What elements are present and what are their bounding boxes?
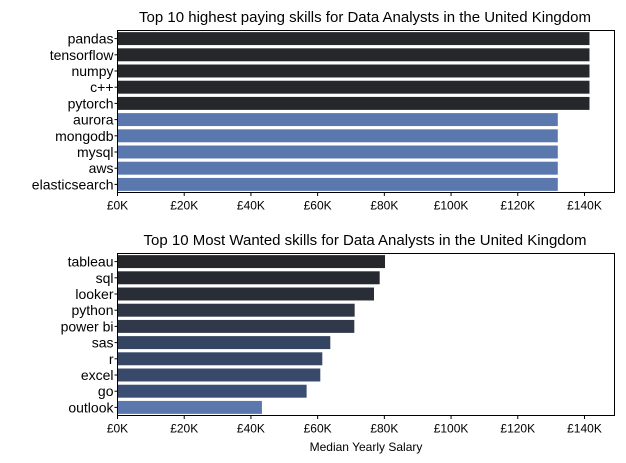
x-tick-label: £20K: [170, 422, 198, 436]
x-tick-label: £40K: [237, 422, 265, 436]
category-label-mongodb: mongodb: [55, 128, 114, 144]
bar-tableau: [117, 255, 386, 269]
x-tick-label: £60K: [304, 199, 332, 213]
category-label-power-bi: power bi: [61, 318, 114, 334]
category-label-c: c++: [90, 79, 113, 95]
category-label-r: r: [109, 351, 114, 367]
category-label-sql: sql: [96, 270, 114, 286]
bar-excel: [117, 368, 321, 382]
x-tick-label: £100K: [434, 199, 469, 213]
category-label-excel: excel: [81, 367, 114, 383]
x-tick-label: £20K: [170, 199, 198, 213]
bar-python: [117, 303, 355, 317]
category-label-tensorflow: tensorflow: [50, 47, 115, 63]
chart-title: Top 10 Most Wanted skills for Data Analy…: [144, 232, 587, 249]
category-label-mysql: mysql: [77, 144, 114, 160]
x-tick-label: £120K: [500, 199, 535, 213]
category-label-go: go: [98, 383, 114, 399]
plot-frame: [117, 30, 615, 193]
bar-group: [117, 32, 590, 191]
category-label-aurora: aurora: [73, 112, 114, 128]
bar-tensorflow: [117, 48, 590, 62]
category-label-sas: sas: [92, 335, 114, 351]
category-label-pandas: pandas: [68, 31, 114, 47]
x-tick-label: £0K: [107, 422, 128, 436]
bar-outlook: [117, 400, 262, 414]
x-axis-ticks: £0K £20K £40K £60K £80K £100K £120K £140K: [107, 415, 602, 436]
bar-sas: [117, 336, 331, 350]
x-tick-label: £40K: [237, 199, 265, 213]
bar-go: [117, 384, 307, 398]
x-tick-label: £100K: [434, 422, 469, 436]
bar-elasticsearch: [117, 177, 558, 191]
x-tick-label: £60K: [304, 422, 332, 436]
bar-power-bi: [117, 319, 355, 333]
bar-aurora: [117, 113, 558, 127]
x-tick-label: £0K: [107, 199, 128, 213]
bar-mysql: [117, 145, 558, 159]
bar-pandas: [117, 32, 590, 46]
category-label-elasticsearch: elasticsearch: [32, 176, 114, 192]
x-axis-ticks: £0K £20K £40K £60K £80K £100K £120K £140K: [107, 192, 602, 213]
x-tick-label: £80K: [370, 199, 398, 213]
bar-sql: [117, 271, 380, 285]
x-axis-label: Median Yearly Salary: [310, 440, 423, 454]
bar-aws: [117, 161, 558, 175]
category-labels: pandastensorflownumpyc++pytorchauroramon…: [32, 31, 118, 192]
x-tick-label: £140K: [567, 199, 602, 213]
bar-r: [117, 352, 323, 366]
x-tick-label: £120K: [500, 422, 535, 436]
bar-mongodb: [117, 129, 558, 143]
category-label-python: python: [71, 302, 113, 318]
x-tick-label: £140K: [567, 422, 602, 436]
category-label-pytorch: pytorch: [68, 95, 114, 111]
category-label-tableau: tableau: [68, 254, 114, 270]
bar-pytorch: [117, 96, 590, 110]
bar-looker: [117, 287, 375, 301]
chart-title: Top 10 highest paying skills for Data An…: [139, 9, 591, 26]
category-label-looker: looker: [75, 286, 113, 302]
x-tick-label: £80K: [370, 422, 398, 436]
plot-frame: [117, 253, 615, 416]
category-label-outlook: outlook: [68, 399, 114, 415]
top-paying-skills-chart: Top 10 highest paying skills for Data An…: [32, 9, 615, 213]
bar-numpy: [117, 64, 590, 78]
category-label-aws: aws: [89, 160, 114, 176]
bar-group: [117, 255, 386, 414]
category-label-numpy: numpy: [71, 63, 113, 79]
bar-c: [117, 80, 590, 94]
most-wanted-skills-chart: Top 10 Most Wanted skills for Data Analy…: [61, 232, 615, 454]
